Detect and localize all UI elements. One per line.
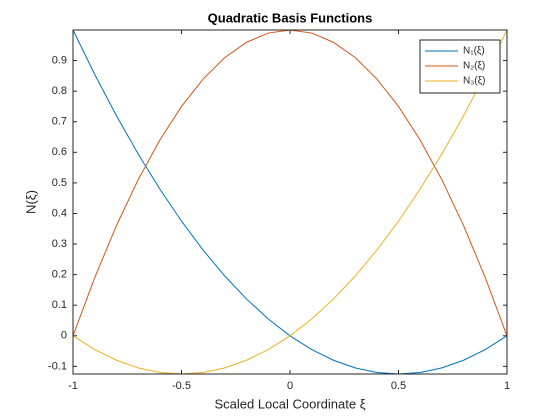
x-tick-label: 0.5 [391,380,406,392]
x-tick-label: 0 [287,380,293,392]
y-tick-label: 0.3 [52,238,67,250]
x-axis-label: Scaled Local Coordinate ξ [214,396,365,411]
y-axis-label: N(ξ) [23,190,38,214]
y-tick-label: 0.5 [52,177,67,189]
axes-box [72,29,508,375]
y-tick-label: 0.9 [52,54,67,66]
y-tick-label: 0 [61,330,67,342]
legend-label: N₃(ξ) [463,76,485,87]
y-tick-label: 0.6 [52,146,67,158]
x-tick-label: -0.5 [172,380,191,392]
series-line [72,29,508,375]
y-tick-label: -0.1 [48,360,67,372]
legend-label: N₂(ξ) [463,61,485,72]
legend-label: N₁(ξ) [463,46,485,57]
chart-title: Quadratic Basis Functions [208,10,373,25]
y-tick-label: 0.4 [52,207,67,219]
x-tick-label: -1 [68,380,78,392]
y-tick-label: 0.2 [52,269,67,281]
x-tick-label: 1 [504,380,510,392]
y-tick-label: 0.7 [52,116,67,128]
y-tick-label: 0.8 [52,85,67,97]
y-tick-label: 0.1 [52,299,67,311]
